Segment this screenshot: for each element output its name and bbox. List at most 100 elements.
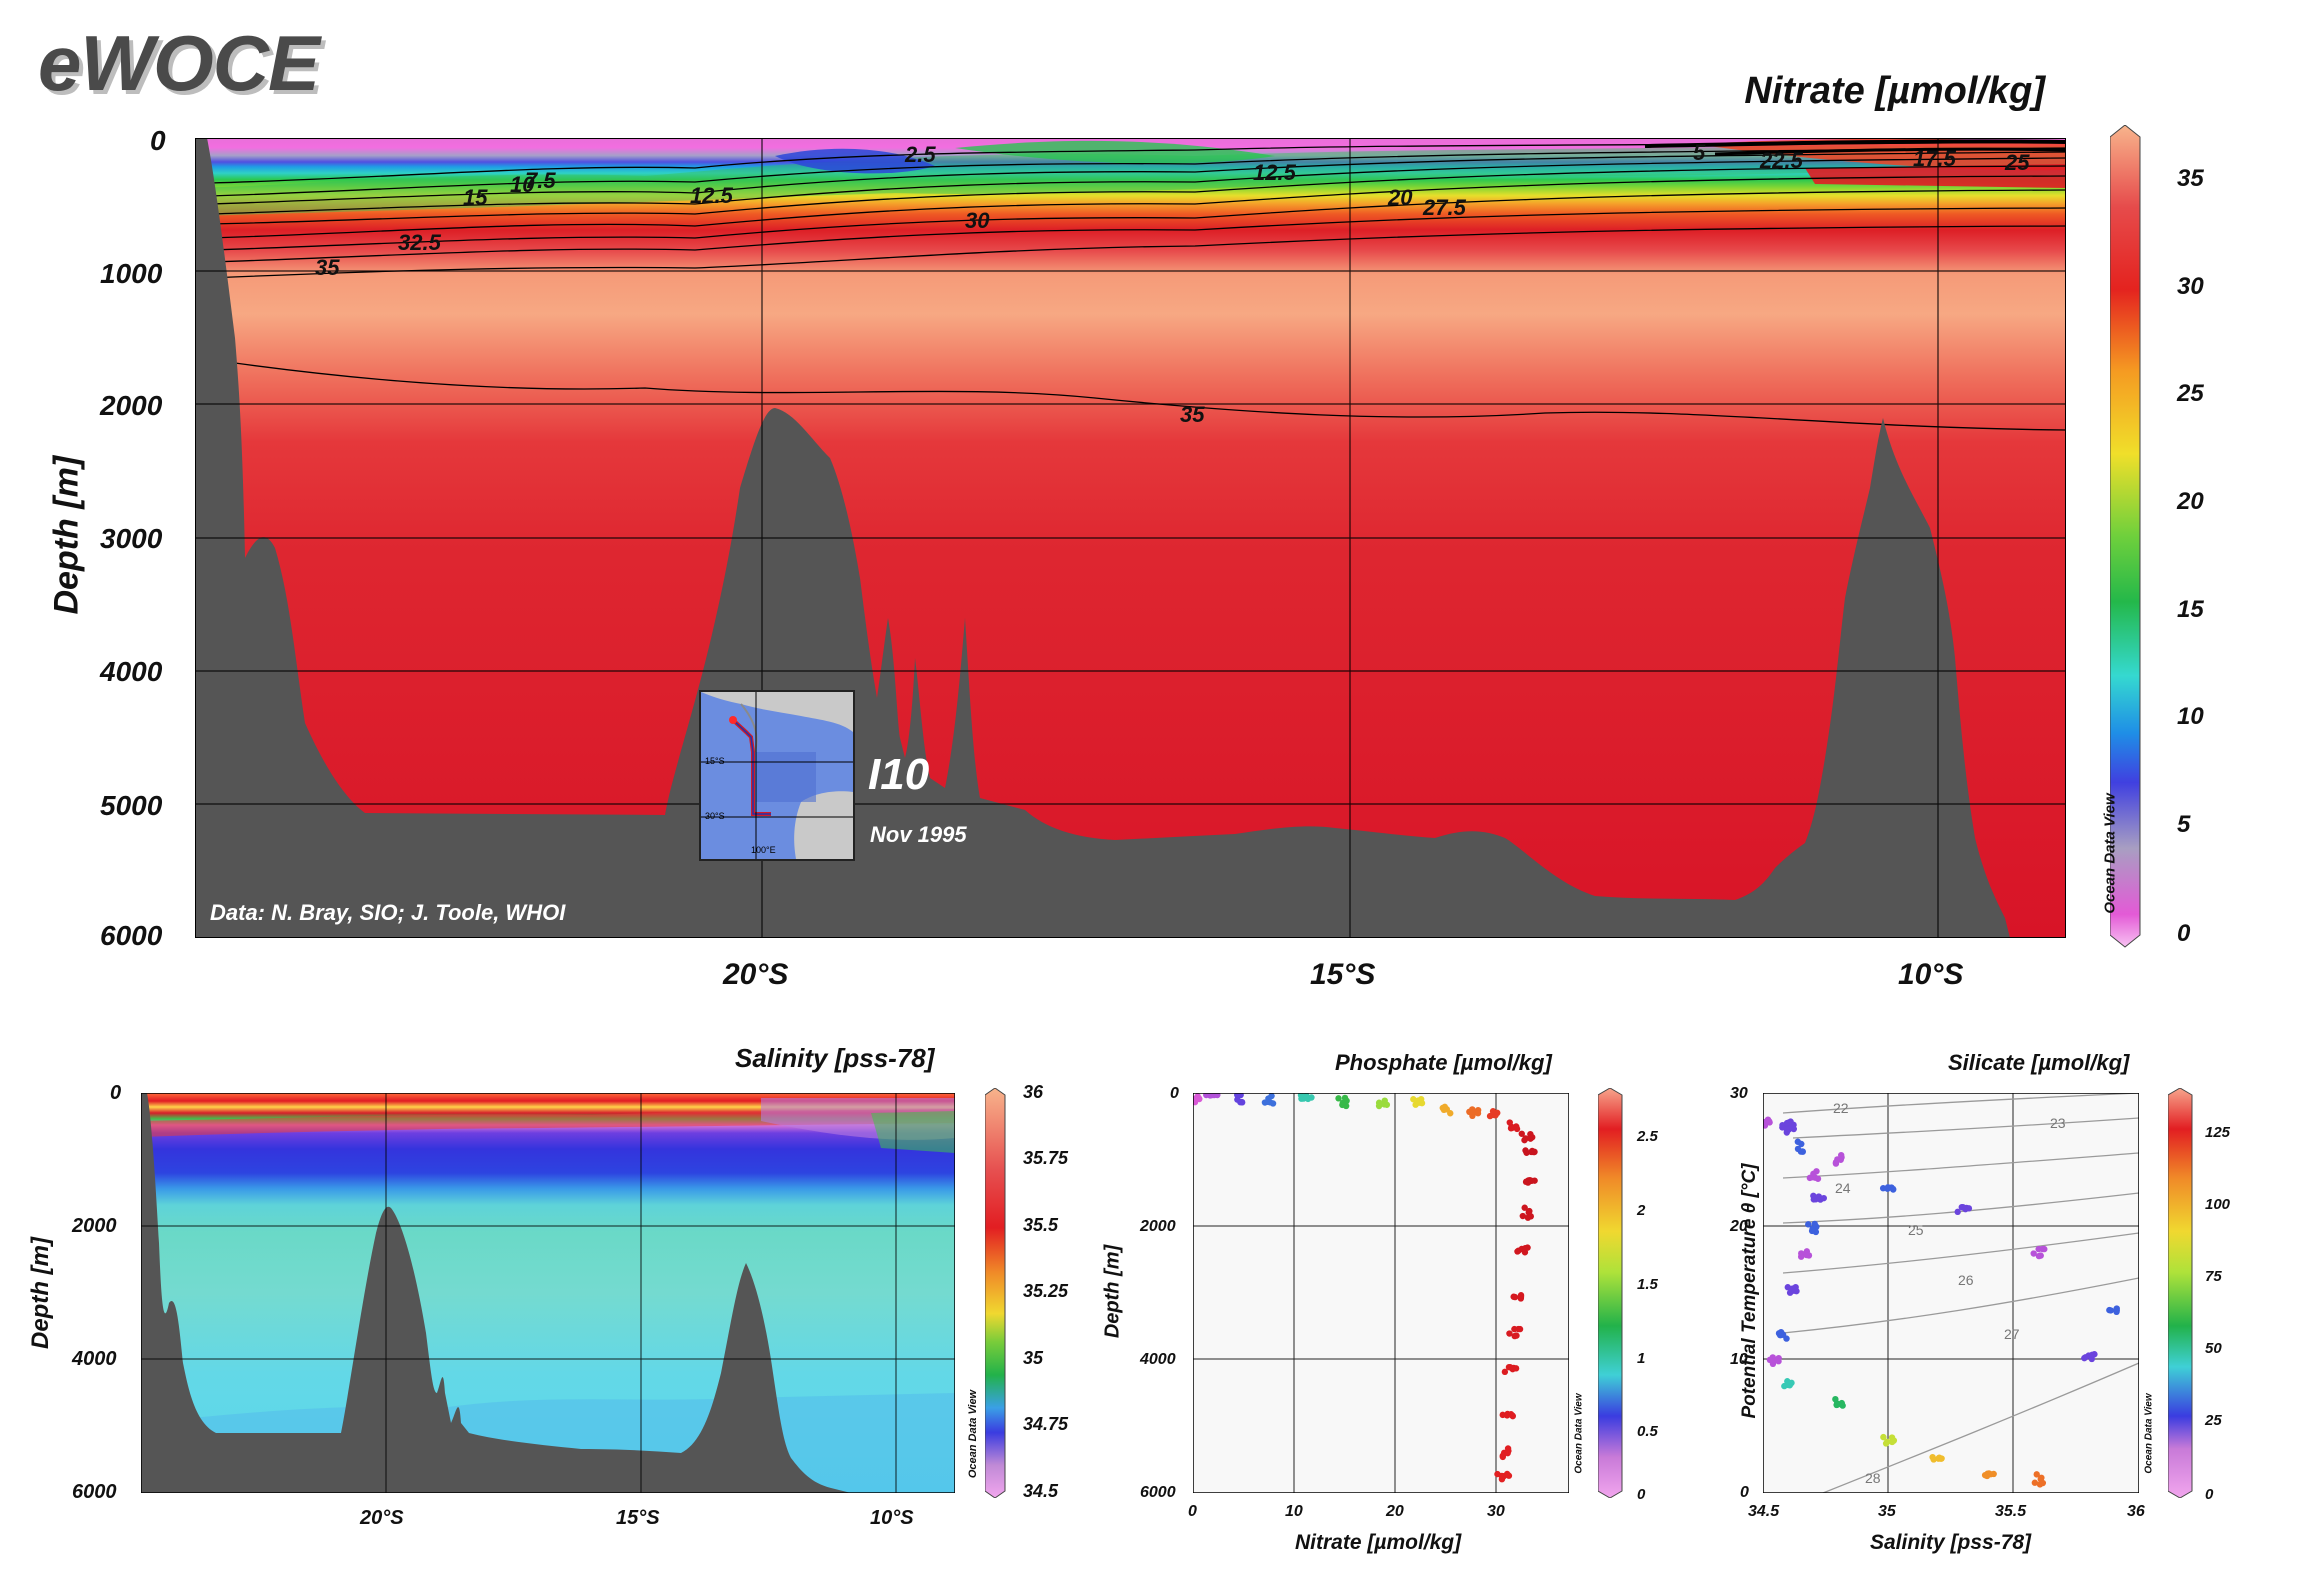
data-point [1498,1472,1506,1480]
data-point [1466,1108,1473,1116]
data-point [1237,1093,1244,1099]
cbar-tick-label: 35.5 [1023,1215,1059,1235]
section-name: I10 [868,750,930,799]
data-point [1781,1382,1788,1390]
phosphate-points [1193,1093,1538,1483]
data-point [1516,1325,1524,1333]
cbar-tick-label: 2 [1637,1202,1646,1219]
cbar-tick-label: 35 [2177,165,2204,192]
data-point [1513,1125,1521,1133]
data-credit: Data: N. Bray, SIO; J. Toole, WHOI [210,900,566,925]
data-point [1882,1440,1890,1447]
data-point [1799,1148,1806,1155]
data-point [1410,1096,1417,1103]
y-tick-label: 4000 [100,656,163,687]
nitrate-section-plot [195,138,2066,938]
data-point [1811,1220,1818,1228]
x-tick-label: 35.5 [1995,1503,2027,1520]
y-tick-label: 20 [1730,1218,1748,1235]
data-point [1499,1452,1506,1459]
cbar-tick-label: 5 [2177,811,2191,838]
data-point [1521,1204,1528,1211]
data-point [1839,1402,1846,1409]
data-point [1339,1099,1347,1107]
data-point [1528,1177,1535,1185]
main-cbar-watermark: Ocean Data View [2101,793,2119,914]
salinity-ylabel: Depth [m] [27,1237,54,1349]
contour-label: 30 [965,208,990,233]
cbar-tick-label: 30 [2177,273,2204,300]
data-point [1501,1368,1509,1376]
cbar-tick-label: 35.25 [1023,1281,1069,1301]
data-point [2031,1479,2039,1486]
contour-label: 32.5 [398,230,441,255]
data-point [1810,1170,1817,1178]
x-tick-label: 15°S [1310,958,1376,991]
cbar-tick-label: 36 [1023,1082,1044,1102]
data-point [1809,1225,1816,1233]
density-label: 24 [1835,1180,1851,1196]
data-point [1810,1192,1817,1200]
silicate-xlabel: Salinity [pss-78] [1870,1531,2032,1554]
density-label: 23 [2050,1115,2066,1131]
data-point [1959,1203,1967,1211]
y-tick-label: 6000 [100,920,163,951]
y-tick-label: 4000 [72,1348,117,1370]
data-point [1489,1108,1497,1115]
y-tick-label: 0 [1740,1484,1749,1501]
y-tick-label: 3000 [100,523,163,554]
data-point [2113,1305,2120,1312]
data-point [1833,1401,1840,1409]
data-point [1522,1245,1529,1252]
phosphate-ylabel: Depth [m] [1101,1244,1124,1339]
contour-label: 25 [2005,150,2030,175]
silicate-colorbar [2168,1088,2193,1498]
data-point [1527,1213,1535,1220]
y-tick-label: 4000 [1140,1351,1176,1368]
cbar-tick-label: 1 [1637,1350,1646,1367]
x-tick-label: 10 [1285,1503,1303,1520]
cbar-tick-label: 34.75 [1023,1414,1069,1434]
data-point [1265,1095,1272,1102]
y-tick-label: 0 [110,1082,122,1104]
data-point [1308,1094,1315,1101]
data-point [1521,1136,1528,1144]
data-point [1765,1117,1772,1125]
data-point [1805,1221,1812,1228]
salinity-title: Salinity [pss-78] [735,1043,935,1073]
data-point [2030,1250,2037,1257]
silicate-scatter-plot [1763,1093,2139,1493]
data-point [1269,1100,1277,1107]
data-point [1511,1332,1518,1340]
cbar-tick-label: 1.5 [1637,1276,1658,1293]
data-point [2033,1471,2040,1478]
data-point [1383,1101,1391,1108]
y-tick-label: 6000 [1140,1484,1176,1501]
data-point [1832,1159,1840,1166]
y-tick-label: 10 [1730,1351,1748,1368]
y-tick-label: 1000 [100,258,163,289]
data-point [1504,1410,1511,1418]
data-point [2088,1351,2096,1359]
data-point [1529,1134,1536,1141]
silicate-ylabel: Potential Temperature θ [°C] [1739,1163,1760,1419]
contour-label: 7.5 [525,168,556,193]
salinity-colorbar [985,1088,1006,1498]
x-tick-label: 10°S [1898,958,1964,991]
data-point [1987,1470,1994,1478]
data-point [1832,1395,1839,1403]
y-tick-label: 2000 [100,390,163,421]
data-point [1531,1148,1538,1156]
cbar-tick-label: 0 [1637,1486,1646,1503]
cbar-tick-label: 0 [2205,1486,2214,1503]
inset-tick-label: 15°S [705,756,725,766]
data-point [1763,1122,1769,1129]
density-label: 26 [1958,1272,1974,1288]
y-tick-label: 30 [1730,1085,1748,1102]
data-point [1522,1178,1530,1186]
data-point [1938,1455,1945,1462]
data-point [1929,1453,1936,1461]
contour-label: 15 [463,185,488,210]
data-point [1512,1365,1520,1372]
data-point [1784,1284,1792,1291]
